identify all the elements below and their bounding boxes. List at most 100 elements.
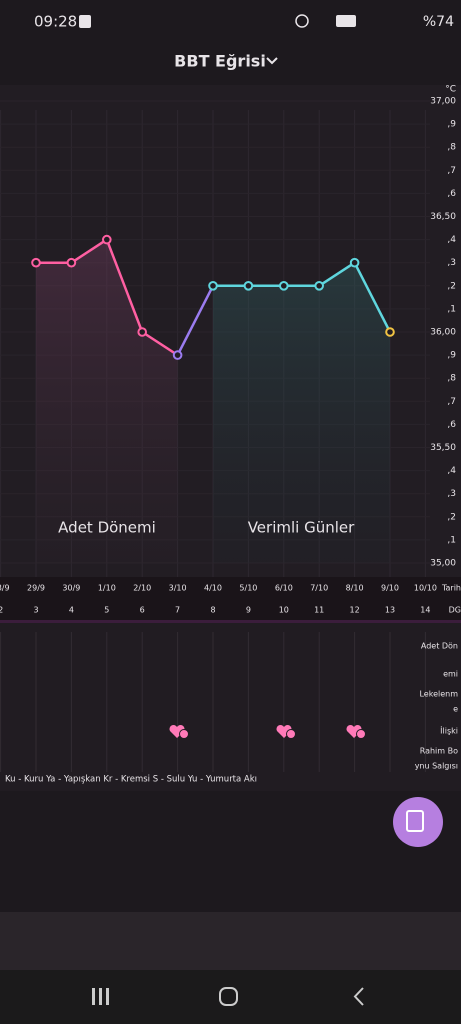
x-tick-label: 30/9	[62, 584, 80, 593]
data-point[interactable]	[208, 281, 218, 291]
y-tick-label: 36,50	[430, 212, 456, 222]
data-point[interactable]	[385, 327, 395, 337]
x-tick-label: 4/10	[204, 584, 222, 593]
cycle-day: 14	[420, 606, 430, 615]
y-tick-label: 35,50	[430, 443, 456, 453]
cycle-day: 12	[350, 606, 360, 615]
date-row	[0, 577, 461, 623]
y-tick-label: ,3	[447, 489, 456, 499]
y-tick-label: 37,00	[430, 97, 456, 107]
panel-label: ynu Salgısı	[415, 762, 458, 771]
cycle-day: 13	[385, 606, 395, 615]
heart-badge	[356, 729, 366, 739]
y-tick-label: ,8	[447, 374, 456, 384]
area-fill	[213, 262, 390, 563]
home-button[interactable]	[219, 987, 238, 1006]
heart-badge	[286, 729, 296, 739]
cycle-day: 5	[104, 606, 109, 615]
y-tick-label: 36,00	[430, 328, 456, 338]
cycle-day: 11	[314, 606, 324, 615]
y-tick-label: ,4	[447, 235, 456, 245]
fab-button[interactable]	[393, 797, 443, 847]
y-tick-label: 35,00	[430, 559, 456, 569]
panel-legend: Ku - Kuru Ya - Yapışkan Kr - Kremsi S - …	[5, 775, 257, 785]
date-header: Tarih	[441, 584, 461, 593]
y-unit: °C	[445, 85, 456, 95]
y-tick-label: ,1	[447, 304, 456, 314]
recents-button[interactable]	[106, 988, 109, 1005]
cycle-day: 10	[279, 606, 289, 615]
heart-icon	[276, 724, 292, 738]
data-point[interactable]	[172, 350, 183, 360]
x-tick-label: 6/10	[275, 584, 293, 593]
y-tick-label: ,3	[447, 258, 456, 268]
transition-line	[176, 285, 215, 356]
x-tick-label: 28/9	[0, 584, 10, 593]
x-tick-label: 9/10	[381, 584, 399, 593]
period-label: Verimli Günler	[248, 519, 355, 537]
fab-icon	[406, 810, 424, 832]
y-tick-label: ,2	[447, 281, 456, 291]
cycle-day: 3	[33, 606, 38, 615]
x-tick-label: 2/10	[133, 584, 151, 593]
status-icon	[295, 14, 309, 28]
dropdown-icon[interactable]	[266, 57, 278, 65]
heart-badge	[179, 729, 189, 739]
cycle-day: 2	[0, 606, 3, 615]
panel-label: e	[453, 705, 458, 714]
status-icon	[336, 15, 356, 27]
cycle-day: 9	[246, 606, 251, 615]
y-tick-label: ,8	[447, 143, 456, 153]
status-battery: %74	[423, 14, 454, 30]
cycle-day: 8	[210, 606, 215, 615]
x-tick-label: 3/10	[169, 584, 187, 593]
recents-button[interactable]	[99, 988, 102, 1005]
cycle-day: 7	[175, 606, 180, 615]
y-tick-label: ,2	[447, 512, 456, 522]
area-fill	[36, 239, 178, 563]
heart-icons	[169, 724, 366, 739]
x-tick-label: 8/10	[346, 584, 364, 593]
y-tick-label: ,6	[447, 420, 456, 430]
data-point[interactable]	[102, 234, 112, 245]
status-time: 09:28	[34, 13, 77, 31]
cycle-day: 6	[140, 606, 145, 615]
panel-label: Adet Dön	[421, 642, 458, 651]
bottom-nav	[0, 912, 461, 970]
x-tick-label: 10/10	[414, 584, 437, 593]
x-tick-label: 5/10	[239, 584, 257, 593]
data-point[interactable]	[31, 257, 41, 268]
y-tick-label: ,9	[447, 351, 456, 361]
heart-icon	[346, 724, 362, 738]
panel-label: İlişki	[440, 726, 458, 736]
panel-label: Lekelenm	[419, 690, 458, 699]
panel-label: Rahim Bo	[420, 747, 458, 756]
data-point[interactable]	[314, 281, 325, 291]
status-icon	[79, 15, 91, 28]
period-label: Adet Dönemi	[58, 519, 156, 537]
y-tick-label: ,1	[447, 535, 456, 545]
series-line	[213, 261, 392, 333]
symptom-panel	[0, 623, 461, 791]
cycle-day: 4	[69, 606, 74, 615]
system-nav	[0, 970, 461, 1024]
y-tick-label: ,7	[447, 166, 456, 176]
y-tick-label: ,4	[447, 466, 456, 476]
data-point[interactable]	[66, 257, 77, 268]
panel-label: emi	[443, 670, 458, 679]
y-tick-label: ,6	[447, 189, 456, 199]
header-title[interactable]: BBT Eğrisi	[174, 52, 266, 71]
data-point[interactable]	[137, 327, 147, 337]
data-point[interactable]	[243, 281, 254, 291]
recents-button[interactable]	[92, 988, 95, 1005]
y-tick-label: ,9	[447, 120, 456, 130]
x-tick-label: 29/9	[27, 584, 45, 593]
y-tick-label: ,7	[447, 397, 456, 407]
x-tick-label: 7/10	[310, 584, 328, 593]
heart-icon	[169, 724, 185, 738]
data-point[interactable]	[279, 281, 289, 291]
data-point[interactable]	[349, 257, 360, 268]
back-button[interactable]	[353, 987, 364, 1006]
